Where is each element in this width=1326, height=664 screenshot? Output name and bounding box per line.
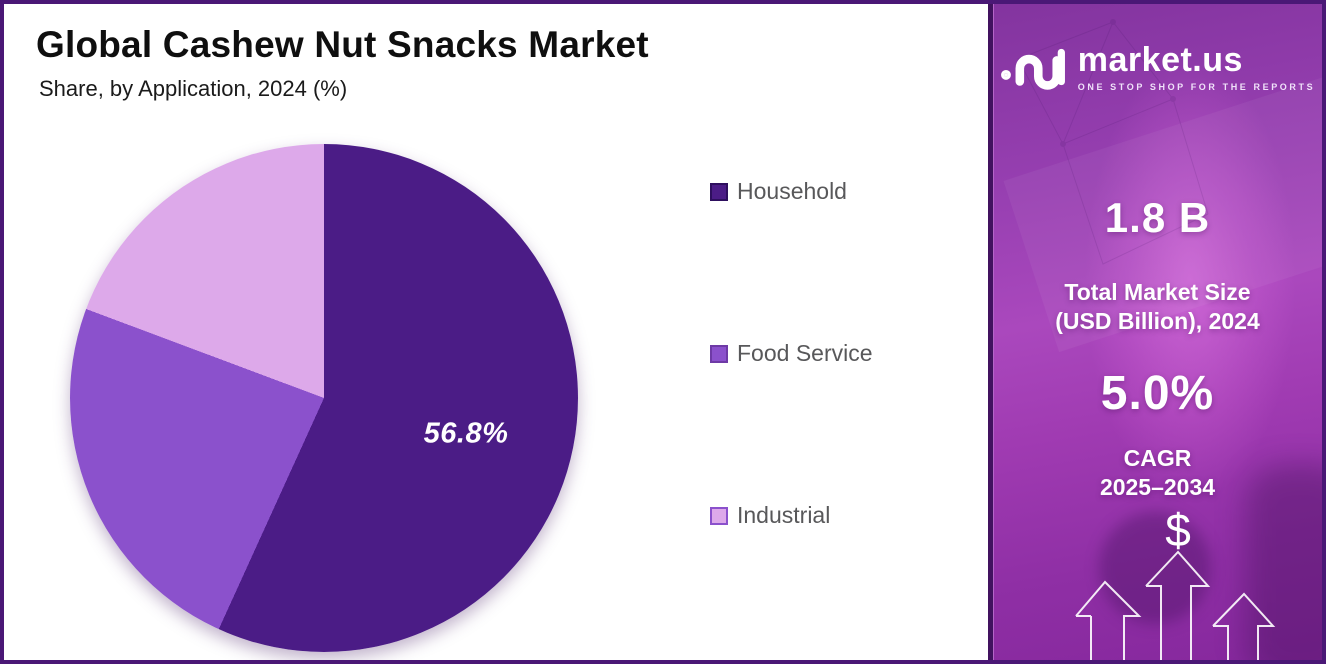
legend-label: Food Service [737, 340, 873, 366]
legend-swatch [710, 344, 728, 363]
brand-tagline: ONE STOP SHOP FOR THE REPORTS [1077, 81, 1316, 92]
chart-area: Global Cashew Nut Snacks Market Share, b… [4, 4, 988, 660]
legend-item-household: Household [710, 178, 873, 205]
stat-market-size-label: Total Market Size (USD Billion), 2024 [993, 278, 1322, 337]
legend-label: Household [737, 178, 847, 204]
brand-sidebar: market.us ONE STOP SHOP FOR THE REPORTS … [988, 4, 1322, 660]
stat-market-size-value: 1.8 B [1104, 194, 1211, 241]
page-subtitle: Share, by Application, 2024 (%) [39, 76, 348, 101]
stat-cagr-label-line1: CAGR [1123, 445, 1192, 471]
stat-cagr-label-line2: 2025–2034 [1099, 474, 1216, 501]
pie-slice-data-label: 56.8% [423, 417, 509, 450]
stat-market-size-label-line1: Total Market Size [1064, 279, 1251, 305]
pie-chart [70, 144, 578, 652]
dollar-icon: $ [1165, 504, 1191, 556]
legend-swatch [710, 182, 728, 201]
stat-cagr-label: CAGR 2025–2034 [993, 444, 1322, 503]
legend-swatch [710, 506, 728, 525]
stat-cagr-value: 5.0% [1100, 367, 1215, 420]
brand-logo: market.us ONE STOP SHOP FOR THE REPORTS [993, 38, 1322, 96]
stat-market-size-label-line2: (USD Billion), 2024 [1055, 308, 1260, 335]
legend-label: Industrial [737, 502, 831, 528]
chart-legend: Household Food Service Industrial [710, 178, 873, 529]
legend-item-industrial: Industrial [710, 502, 873, 529]
growth-arrows-graphic: $ [1075, 504, 1276, 660]
market-us-logo-icon [1000, 48, 1065, 90]
legend-item-food-service: Food Service [710, 340, 873, 367]
pie-chart-wrap: 56.8% [70, 144, 578, 652]
page-title: Global Cashew Nut Snacks Market [36, 24, 649, 65]
brand-name: market.us [1077, 40, 1243, 79]
